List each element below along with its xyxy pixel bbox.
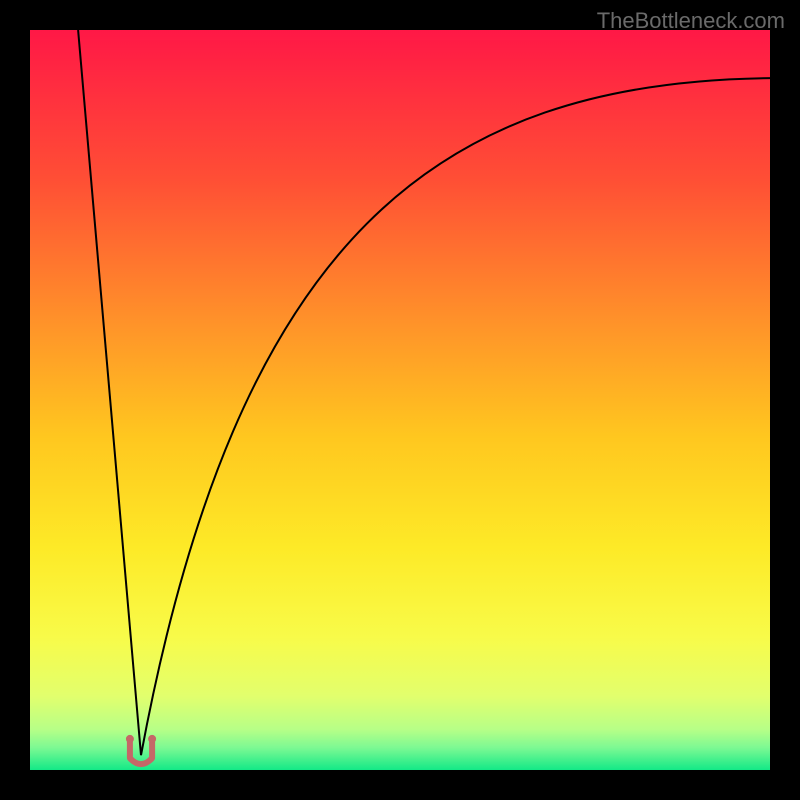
bottleneck-gradient-chart bbox=[0, 0, 800, 800]
plot-area bbox=[30, 30, 770, 770]
gradient-background bbox=[30, 30, 770, 770]
frame-bottom bbox=[0, 770, 800, 800]
valley-marker-dot-left bbox=[126, 735, 134, 743]
valley-marker-dot-right bbox=[148, 735, 156, 743]
frame-left bbox=[0, 0, 30, 800]
frame-right bbox=[770, 0, 800, 800]
chart-root: TheBottleneck.com bbox=[0, 0, 800, 800]
watermark-text: TheBottleneck.com bbox=[597, 8, 785, 34]
